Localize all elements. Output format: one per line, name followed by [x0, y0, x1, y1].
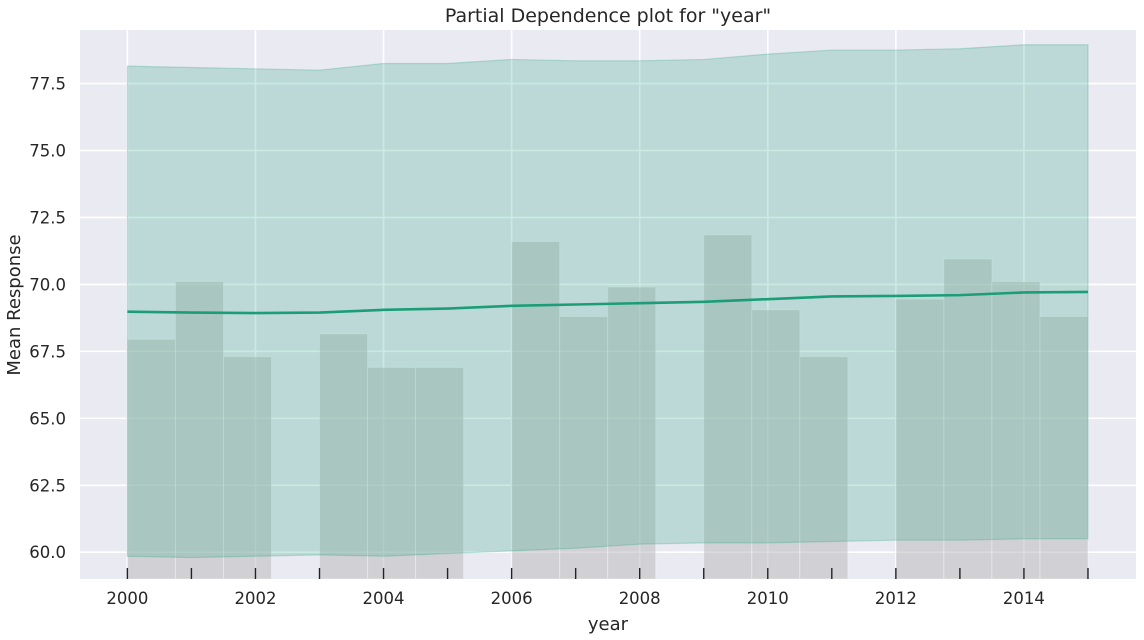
histogram-bar — [799, 356, 849, 580]
y-tick-label: 60.0 — [29, 543, 66, 562]
y-tick-label: 62.5 — [29, 476, 66, 495]
confidence-band — [126, 44, 1089, 559]
x-tick-label: 2014 — [1003, 589, 1045, 608]
histogram-bar — [991, 281, 1041, 580]
histogram-bar — [367, 366, 417, 580]
x-tick-label: 2012 — [875, 589, 917, 608]
histogram-bar — [415, 366, 465, 580]
y-tick-label: 70.0 — [29, 275, 66, 294]
y-tick-labels: 60.0 62.5 65.0 67.5 70.0 72.5 75.0 77.5 — [29, 75, 66, 563]
x-tick-label: 2010 — [747, 589, 789, 608]
x-tick-label: 2000 — [106, 589, 148, 608]
histogram-bar — [1039, 316, 1089, 580]
y-axis-label: Mean Response — [4, 234, 25, 375]
y-tick-label: 75.0 — [29, 142, 66, 161]
y-tick-label: 77.5 — [29, 75, 66, 94]
histogram-bar — [126, 338, 176, 580]
x-tick-labels: 2000 2002 2004 2006 2008 2010 2012 2014 — [106, 589, 1045, 608]
histogram-bar — [222, 356, 272, 580]
histogram-bar — [703, 234, 753, 580]
x-tick-label: 2008 — [619, 589, 661, 608]
histogram-bar — [559, 316, 609, 580]
mean-response-line — [127, 290, 1088, 315]
histogram-bar — [511, 241, 561, 580]
rug-ticks — [126, 568, 1089, 579]
histogram-bar — [174, 281, 224, 580]
chart-title: Partial Dependence plot for "year" — [445, 5, 771, 27]
x-tick-label: 2002 — [234, 589, 276, 608]
y-tick-label: 72.5 — [29, 208, 66, 227]
histogram-bar — [751, 309, 801, 580]
histogram-bar — [943, 258, 993, 580]
mean-response-polyline — [127, 290, 1088, 315]
histogram — [126, 234, 1089, 580]
y-tick-label: 65.0 — [29, 409, 66, 428]
histogram-bar — [607, 286, 657, 580]
y-tick-label: 67.5 — [29, 342, 66, 361]
histogram-bar — [319, 333, 369, 580]
confidence-band-area — [126, 44, 1089, 559]
x-tick-label: 2006 — [491, 589, 533, 608]
x-tick-label: 2004 — [363, 589, 405, 608]
x-axis-label: year — [588, 614, 629, 635]
